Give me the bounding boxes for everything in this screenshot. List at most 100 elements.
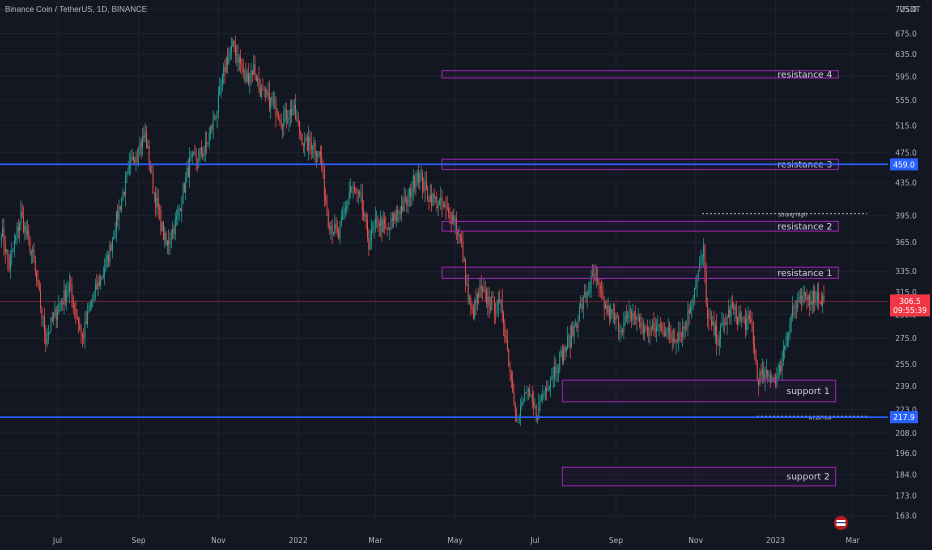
candle-body [675,340,677,343]
candle-body [357,192,359,193]
y-tick-label: 475.0 [895,149,917,158]
candle-body [62,302,64,305]
candle-body [283,115,285,128]
candle-body [496,310,498,313]
candle-body [478,294,480,298]
candle-body [750,318,752,323]
candle-body [618,317,620,333]
candle-body [399,211,401,215]
candle-body [342,215,344,219]
candle-body [306,137,308,151]
candle-body [403,198,405,211]
chart-title: Binance Coin / TetherUS, 1D, BINANCE [5,5,148,14]
candle-body [300,131,302,135]
candle-body [149,165,151,172]
candle-body [424,181,426,191]
candle-body [293,104,295,110]
annotation-label: weak low [809,415,832,421]
candle-body [135,155,137,163]
candle-body [548,386,550,390]
candle-body [686,326,688,328]
candle-body [450,221,452,224]
candle-body [662,331,664,333]
candle-body [246,73,248,82]
y-tick-label: 555.0 [895,96,917,105]
candle-body [41,307,43,317]
candle-body [654,327,656,332]
candle-body [631,311,633,321]
candle-body [355,189,357,193]
candle-body [619,330,621,333]
candle-body [327,212,329,229]
candle-body [795,306,797,308]
candle-body [727,309,729,317]
y-tick-label: 223.0 [895,405,917,414]
candle-body [717,343,719,346]
candle-body [352,186,354,188]
candle-body [425,181,427,189]
x-tick-label: Sep [609,536,623,545]
candle-body [159,208,161,210]
candle-body [259,86,261,97]
candle-body [484,289,486,292]
candle-body [347,199,349,207]
candle-body [418,172,419,183]
candle-body [780,365,782,372]
candle-body [710,318,712,326]
candle-body [758,378,759,386]
candle-body [11,250,13,257]
candle-body [123,191,125,195]
candle-body [389,228,391,230]
candle-body [472,309,474,318]
candle-body [512,379,514,393]
candle-body [412,175,414,191]
candle-body [767,370,769,377]
zone-box [441,220,839,232]
candle-body [297,118,299,121]
candle-body [318,151,320,156]
candle-body [624,316,626,322]
candle-body [245,71,247,82]
candle-body [508,348,510,367]
candle-body [143,135,145,138]
candle-body [329,228,331,231]
candle-body [319,151,321,156]
candle-body [109,244,111,263]
candle-body [58,305,60,313]
candle-body [501,300,503,313]
candle-body [565,347,567,352]
candle-body [671,338,673,341]
candle-body [189,157,191,178]
candle-body [650,328,652,330]
candle-body [436,196,438,209]
candle-body [423,188,425,191]
candle-body [488,296,490,308]
candle-body [431,194,433,206]
candle-body [669,327,671,333]
candle-body [506,340,508,349]
candle-body [769,375,771,383]
candle-body [661,325,663,332]
candle-body [33,249,35,262]
y-tick-label: 196.0 [895,449,917,458]
candle-body [391,218,393,221]
candle-body [410,188,412,198]
candle-body [50,317,52,332]
candle-body [432,193,434,206]
candle-body [206,142,208,144]
candle-body [17,226,19,232]
candle-body [254,64,256,76]
level-tag-label: 217.9 [893,413,915,422]
candle-body [27,231,28,235]
candle-body [12,248,14,251]
candle-body [559,353,561,370]
candle-body [687,309,689,328]
candle-body [726,316,728,325]
candle-body [803,292,805,296]
candle-body [75,308,77,317]
candle-body [170,238,172,242]
candle-body [242,67,244,72]
candle-body [812,290,814,305]
